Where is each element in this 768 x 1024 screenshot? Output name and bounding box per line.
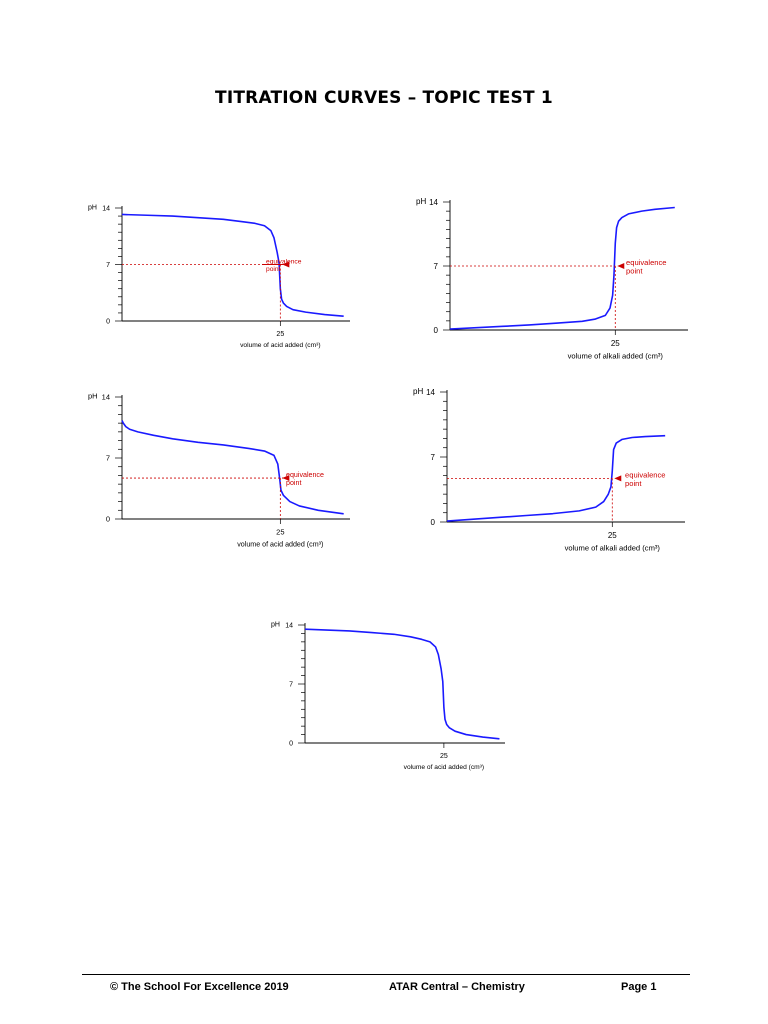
chart-1-y-tick-label: 14 — [102, 205, 110, 212]
chart-5-y-tick-label: 7 — [289, 681, 293, 688]
chart-2-ph-curve — [449, 206, 675, 330]
chart-1-y-axis-label: pH — [88, 204, 97, 211]
chart-1-x-tick-label: 25 — [276, 331, 284, 338]
chart-1-y-tick-label: 0 — [106, 318, 110, 325]
chart-3-equivalence-arrow-head — [282, 475, 290, 482]
chart-4-equivalence-label: point — [625, 479, 642, 488]
chart-2-x-axis-label: volume of alkali added (cm³) — [568, 351, 664, 360]
chart-3-equivalence-label: point — [286, 479, 301, 487]
chart-4-equivalence-label: equivalence — [625, 470, 666, 479]
chart-2-y-tick-label: 7 — [434, 262, 439, 271]
footer-rule — [82, 974, 690, 975]
chart-3-y-tick-label: 0 — [106, 515, 110, 524]
chart-4-y-tick-label: 7 — [431, 453, 436, 462]
chart-3-y-tick-label: 7 — [106, 454, 110, 463]
chart-2-y-tick-label: 0 — [434, 326, 439, 335]
page-title: TITRATION CURVES – TOPIC TEST 1 — [215, 88, 553, 108]
chart-1-x-axis-label: volume of acid added (cm³) — [240, 342, 320, 349]
chart-2-y-tick-label: 14 — [429, 198, 438, 207]
chart-4-y-tick-label: 0 — [431, 518, 436, 527]
chart-5-x-tick-label: 25 — [440, 753, 448, 760]
titration-chart-1: 0 7 14 pH 25 volume of acid added (cm³) equiva… — [88, 204, 350, 349]
chart-1-ph-curve — [121, 213, 344, 317]
chart-2-x-tick-label: 25 — [611, 339, 620, 348]
chart-1-y-tick-label: 7 — [106, 262, 110, 269]
footer-page-number: Page 1 — [621, 981, 657, 993]
chart-4-x-tick-label: 25 — [608, 531, 617, 540]
chart-4-equivalence-arrow-head — [614, 475, 622, 482]
chart-5-x-axis-label: volume of acid added (cm³) — [404, 764, 484, 771]
chart-2-equivalence-label: point — [626, 267, 643, 276]
chart-5-y-tick-label: 0 — [289, 740, 293, 747]
chart-5-ph-curve — [304, 628, 500, 740]
chart-3-x-axis-label: volume of acid added (cm³) — [237, 540, 323, 548]
chart-5-y-tick-label: 14 — [285, 622, 293, 629]
chart-5-y-axis-label: pH — [271, 621, 280, 628]
chart-1-equivalence-arrow-head — [282, 261, 290, 268]
chart-1-equivalence-label: point — [266, 266, 281, 273]
chart-4-y-tick-label: 14 — [426, 388, 435, 397]
chart-3-y-tick-label: 14 — [102, 393, 110, 402]
footer-copyright: © The School For Excellence 2019 — [110, 981, 289, 993]
footer-course: ATAR Central – Chemistry — [389, 981, 525, 993]
titration-chart-5: 0 7 14 pH 25 volume of acid added (cm³) — [271, 621, 505, 771]
chart-4-ph-curve — [446, 434, 666, 522]
chart-2-equivalence-label: equivalence — [626, 258, 667, 267]
chart-4-x-axis-label: volume of alkali added (cm³) — [565, 543, 661, 552]
chart-3-ph-curve — [121, 420, 344, 515]
chart-1-equivalence-label: equivalence — [266, 259, 302, 266]
chart-2-equivalence-arrow-head — [617, 263, 625, 269]
chart-4-y-axis-label: pH — [413, 387, 423, 396]
titration-chart-3: 0 7 14 pH 25 volume of acid added (cm³) equiva… — [88, 392, 350, 548]
chart-3-y-axis-label: pH — [88, 392, 98, 401]
chart-3-x-tick-label: 25 — [276, 528, 284, 537]
chart-3-equivalence-label: equivalence — [286, 471, 324, 479]
chart-2-y-axis-label: pH — [416, 197, 426, 206]
